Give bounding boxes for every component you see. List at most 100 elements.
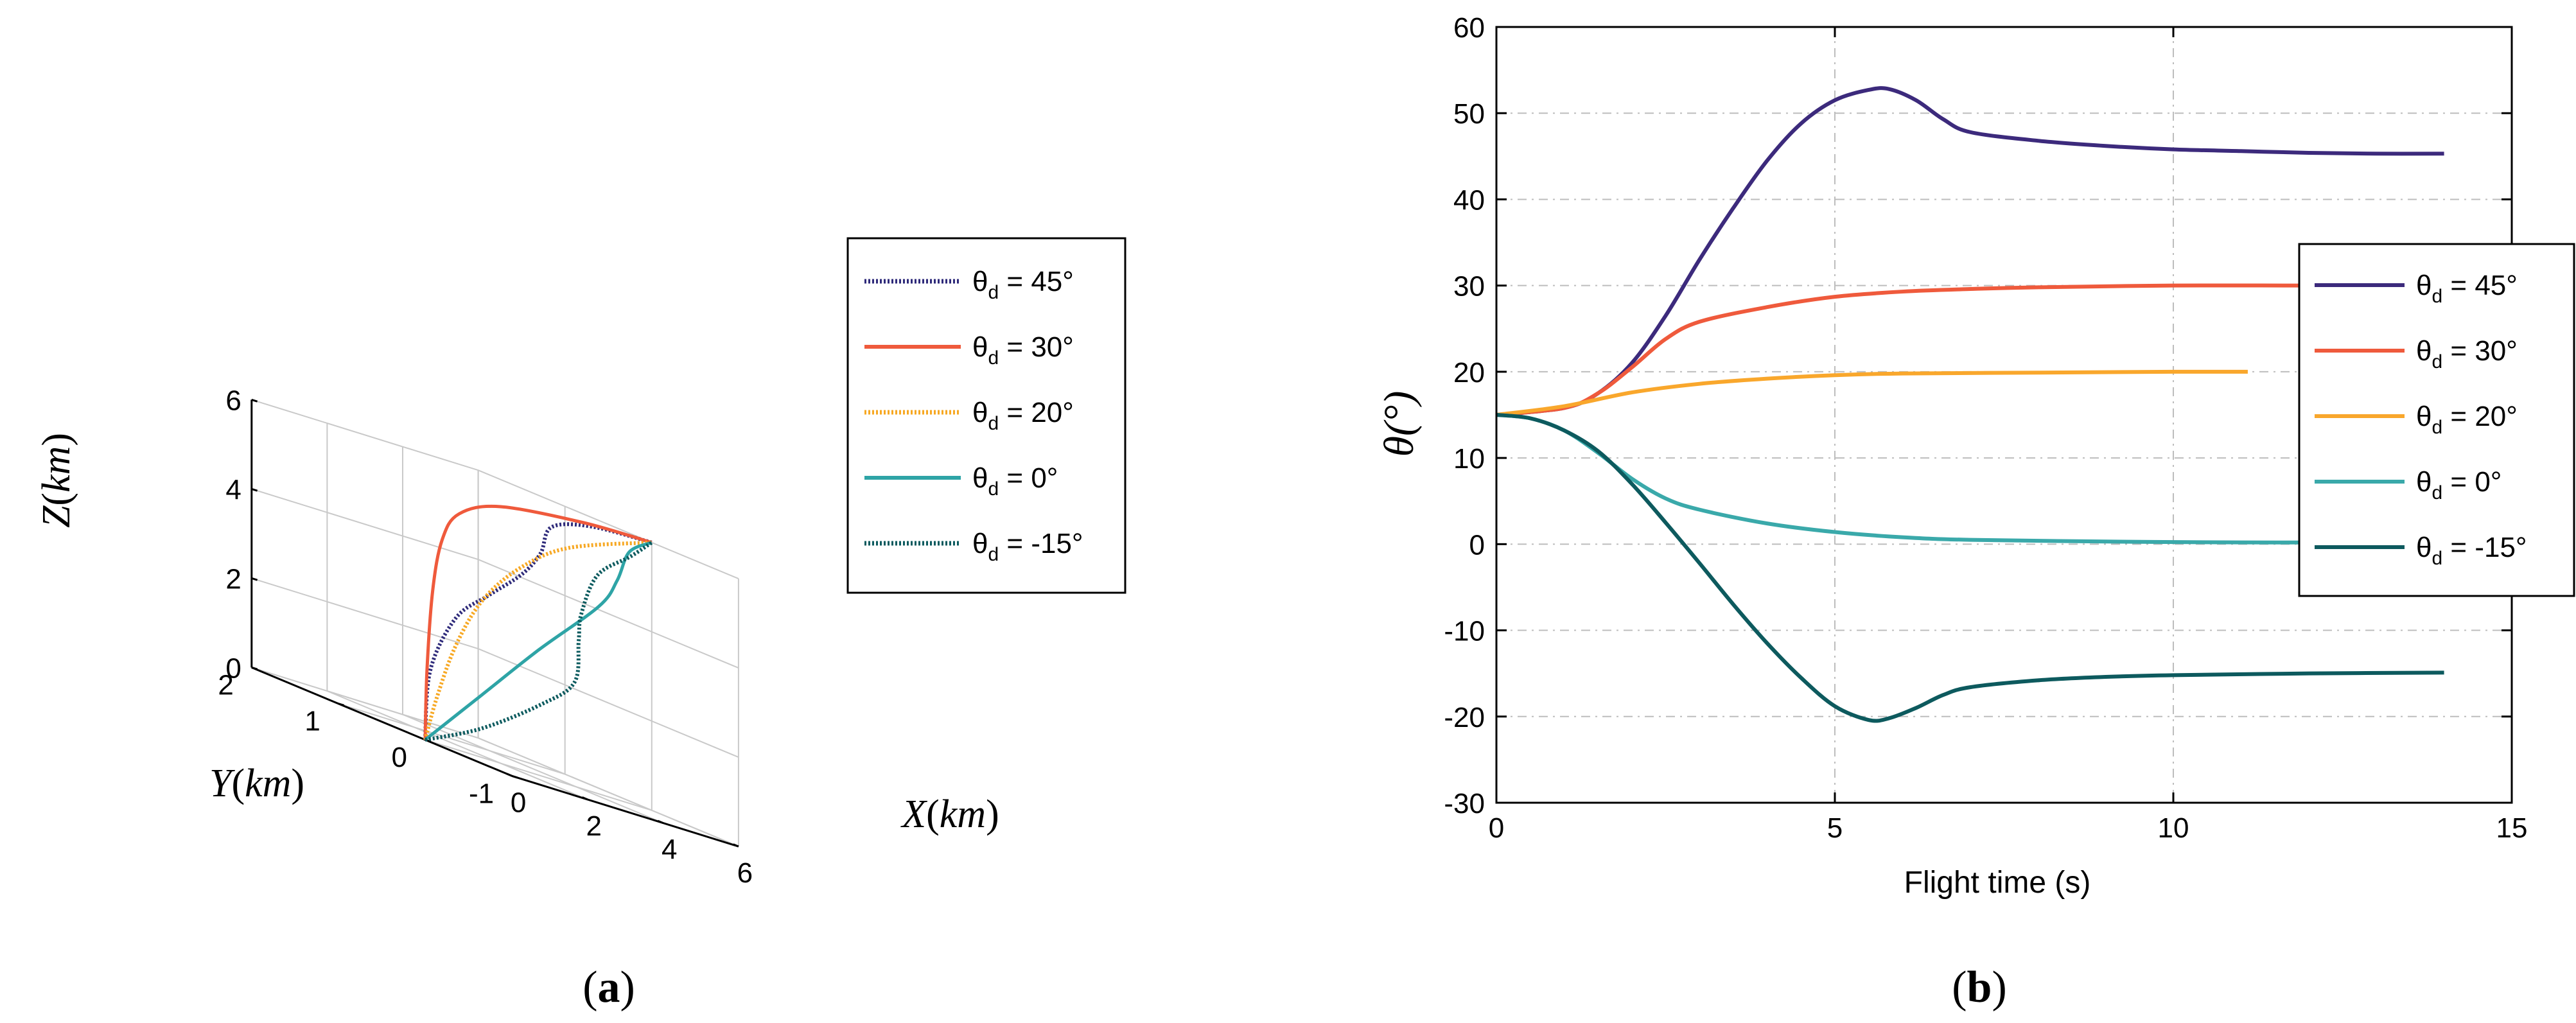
series-line-1: [1496, 283, 2444, 417]
axis-label-z-letter: Z: [35, 505, 78, 528]
panel-b-series: [1496, 86, 2444, 723]
axis-label-y-unit: km: [245, 762, 291, 805]
axis-label-y: Y(km): [209, 762, 304, 805]
panel-a-legend: θd = 45° θd = 30° θd = 20° θd = 0° θd = -15°: [846, 237, 1126, 594]
tick-label-y: 60: [1453, 12, 1485, 44]
legend-box-a: [846, 237, 1126, 594]
panel-b-legend: θd = 45° θd = 30° θd = 20° θd = 0° θd = -15°: [2298, 243, 2575, 597]
tick-label-y: -10: [1444, 616, 1485, 647]
legend-entry-a-2: θd = 20°: [864, 397, 1074, 434]
legend-label: θd = 45°: [972, 266, 1074, 303]
grid-floor-y: [425, 739, 653, 811]
legend-entry-a-0: θd = 45°: [864, 266, 1074, 303]
legend-entry-b-1: θd = 30°: [2315, 335, 2518, 372]
legend-label: θd = 20°: [2416, 401, 2518, 438]
tick-label-z: 0: [225, 652, 241, 684]
legend-entry-b-3: θd = 0°: [2315, 466, 2502, 503]
legend-label: θd = -15°: [2416, 532, 2527, 569]
axis-label-x-unit: km: [940, 792, 986, 836]
axis-label-z: Z(km): [35, 433, 78, 528]
panel-b-tick-labels: 0 5 10 15 -30 -20 -10 0 10 20 30 40 50 60: [1444, 12, 2527, 844]
axis-label-flight-time: Flight time (s): [1904, 866, 2091, 900]
grid-back-z: [251, 577, 478, 650]
panel-b-theta-vs-time: 0 5 10 15 -30 -20 -10 0 10 20 30 40 50 60 Flight time…: [1376, 12, 2575, 1012]
tick-label-y: 40: [1453, 184, 1485, 216]
panel-a-grid: [250, 399, 739, 848]
series-line-2: [1496, 369, 2248, 417]
grid-back-z: [251, 399, 478, 471]
panel-b-label: (b): [1952, 963, 2007, 1012]
axis-label-x: X(km): [900, 792, 999, 836]
grid-floor-x: [402, 713, 663, 824]
axis-label-x-letter: X: [900, 792, 927, 836]
panel-a-axis-labels: Z(km) Y(km) X(km): [35, 433, 999, 836]
series-3d-1: [423, 504, 653, 740]
legend-label: θd = 0°: [972, 462, 1058, 500]
tick-mark-x: [657, 819, 663, 824]
tick-label-y: -1: [469, 778, 494, 809]
tick-label-y: 0: [392, 742, 407, 773]
legend-label: θd = 30°: [972, 331, 1074, 369]
legend-label: θd = -15°: [972, 528, 1083, 565]
tick-label-x: 15: [2496, 812, 2528, 844]
legend-label: θd = 0°: [2416, 466, 2502, 503]
tick-label-x: 2: [586, 810, 601, 842]
grid-side-z: [478, 559, 739, 669]
series-3d-0: [423, 522, 653, 740]
tick-label-y: 2: [218, 669, 233, 701]
series-line-0: [1496, 86, 2444, 417]
axis-label-z-unit: km: [35, 446, 78, 493]
tick-label-y: 1: [304, 706, 320, 737]
legend-box-b: [2298, 243, 2575, 597]
tick-mark-z: [251, 666, 258, 670]
grid-side-z: [478, 648, 739, 758]
series-line-4: [1496, 413, 2444, 723]
tick-label-x: 10: [2158, 812, 2189, 844]
grid-side-z: [478, 737, 739, 848]
panel-a-axes-box: [250, 399, 739, 848]
tick-label-y: 10: [1453, 443, 1485, 475]
axis-label-y-letter: Y: [209, 762, 235, 805]
panel-a-label: (a): [583, 963, 635, 1012]
tick-mark-x: [506, 773, 513, 777]
tick-mark-x: [582, 796, 588, 801]
tick-label-y: 30: [1453, 271, 1485, 302]
legend-label: θd = 30°: [2416, 335, 2518, 372]
tick-label-x: 5: [1827, 812, 1843, 844]
legend-entry-b-4: θd = -15°: [2315, 532, 2527, 569]
axis-line-y: [251, 667, 513, 777]
grid-back-z: [251, 488, 478, 561]
tick-mark-y: [511, 774, 518, 779]
tick-mark-y: [338, 703, 345, 706]
tick-label-z: 4: [225, 474, 241, 505]
legend-entry-b-2: θd = 20°: [2315, 401, 2518, 438]
grid-floor-x: [327, 690, 588, 800]
legend-entry-a-3: θd = 0°: [864, 462, 1058, 500]
tick-label-z: 2: [225, 563, 241, 595]
panel-b-letter: b: [1967, 963, 1992, 1012]
legend-label: θd = 45°: [2416, 270, 2518, 307]
tick-label-y: -30: [1444, 788, 1485, 819]
tick-label-y: -20: [1444, 702, 1485, 733]
tick-label-x: 4: [662, 834, 677, 866]
tick-label-y: 50: [1453, 98, 1485, 130]
panel-a-series: [423, 504, 653, 742]
tick-label-x: 0: [1489, 812, 1504, 844]
tick-mark-z: [251, 398, 258, 403]
series-3d-2: [423, 540, 652, 740]
tick-label-x: 0: [511, 787, 526, 818]
legend-label: θd = 20°: [972, 397, 1074, 434]
series-3d-3: [424, 541, 653, 741]
tick-label-y: 0: [1469, 529, 1485, 561]
grid-side-z: [478, 469, 739, 580]
panel-a-letter: a: [598, 963, 620, 1012]
legend-entry-a-4: θd = -15°: [864, 528, 1083, 565]
tick-label-z: 6: [225, 385, 241, 416]
axis-label-theta: θ(°): [1376, 391, 1423, 457]
tick-label-y: 20: [1453, 357, 1485, 389]
grid-floor-y: [338, 703, 565, 775]
legend-entry-a-1: θd = 30°: [864, 331, 1074, 369]
legend-entry-b-0: θd = 45°: [2315, 270, 2518, 307]
